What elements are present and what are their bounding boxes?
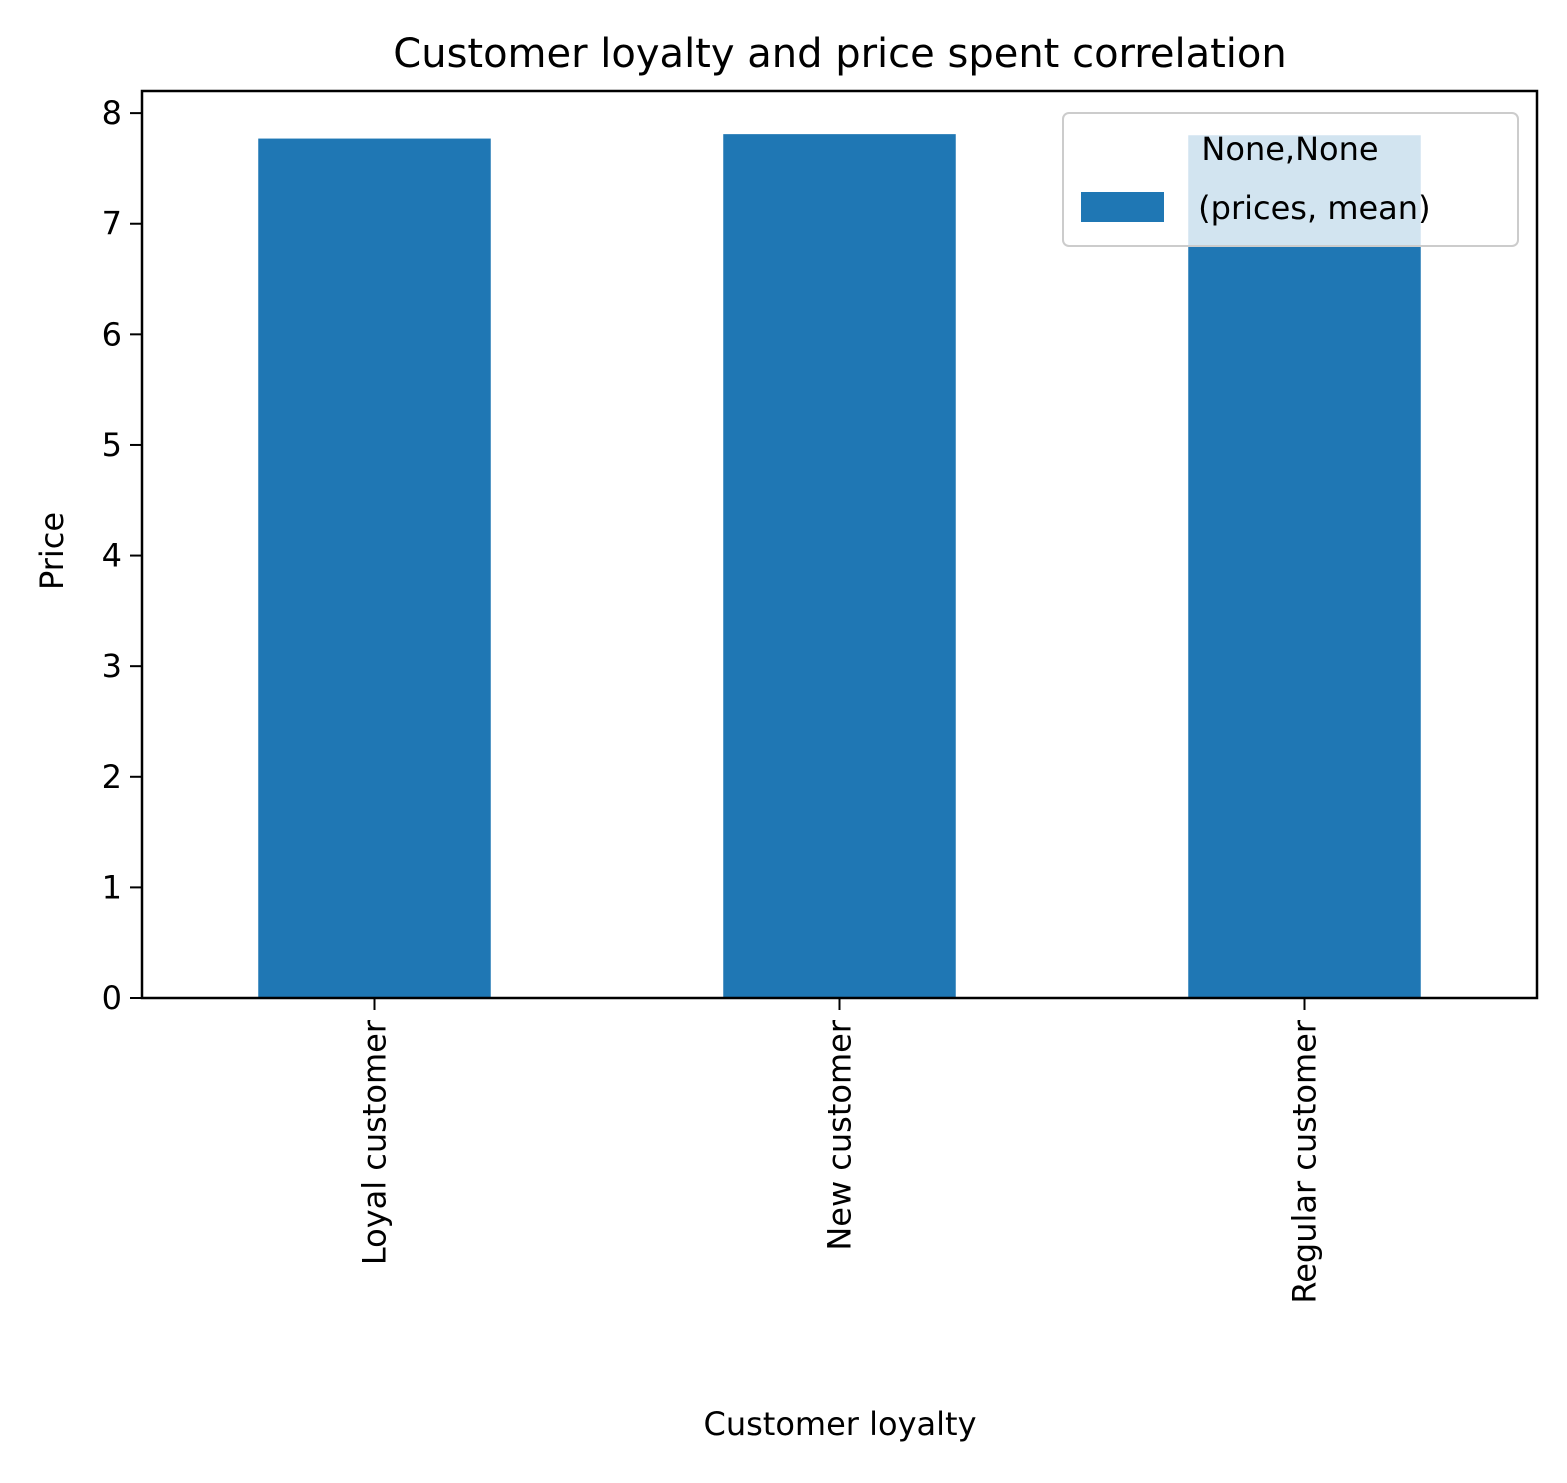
x-tick-label: Regular customer [1286,1019,1324,1303]
chart-title: Customer loyalty and price spent correla… [393,31,1286,77]
y-tick-label: 7 [102,205,122,243]
bar-regular-customer [1188,135,1421,998]
y-tick-label: 4 [102,537,122,575]
legend-entry-label: (prices, mean) [1188,189,1431,227]
y-tick-label: 5 [102,426,122,464]
y-tick-label: 1 [102,868,122,906]
legend-box [1062,112,1519,247]
y-axis: 0 1 2 3 4 5 6 7 8 [102,94,142,1017]
x-tick-label: Loyal customer [356,1019,394,1265]
legend-swatch [1081,192,1164,222]
legend: None,None (prices, mean) [1062,112,1519,247]
x-axis: Loyal customer New customer Regular custom… [356,998,1324,1304]
x-axis-label: Customer loyalty [704,1405,977,1443]
y-tick-label: 8 [102,94,122,132]
y-axis-label: Price [33,512,71,590]
y-tick-label: 2 [102,758,122,796]
bar-loyal-customer [258,138,491,998]
y-tick-label: 3 [102,647,122,685]
bars-group [258,134,1421,998]
y-tick-label: 6 [102,315,122,353]
y-tick-label: 0 [102,979,122,1017]
bar-new-customer [723,134,956,998]
x-tick-label: New customer [821,1019,859,1251]
plot-frame [140,89,1539,1000]
legend-title: None,None [1201,130,1378,168]
